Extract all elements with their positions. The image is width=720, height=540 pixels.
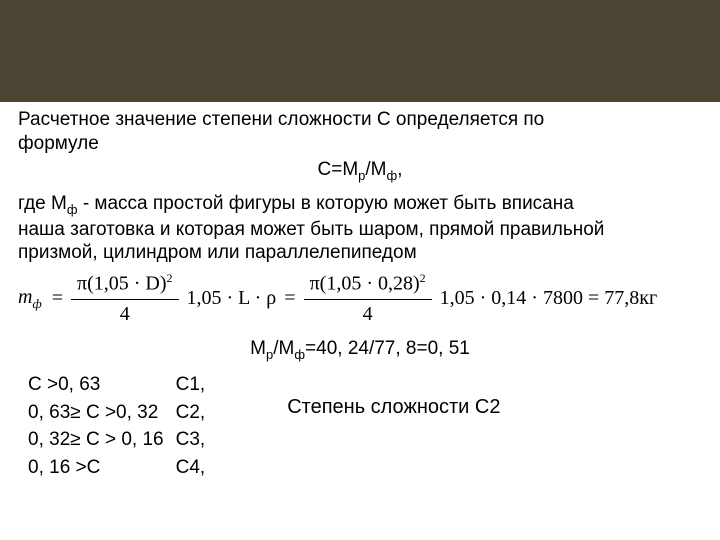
range-3a: 0, 32≥ C > 0, 16 <box>28 428 174 454</box>
mid1: 1,05 · L · ρ <box>183 286 281 311</box>
slide-content: Расчетное значение степени сложности С о… <box>0 102 720 484</box>
where-2: - масса простой фигуры в которую может б… <box>78 193 574 214</box>
eq-sign-2: = <box>280 286 299 311</box>
table-row: 0, 32≥ C > 0, 16 C3, <box>28 428 215 454</box>
eq-sign-1: = <box>48 286 67 311</box>
ratio-right: =40, 24/77, 8=0, 51 <box>305 338 470 359</box>
top-decorative-band <box>0 0 720 102</box>
mf-m: m <box>18 286 32 308</box>
fraction-1: π(1,05 · D)2 4 <box>71 271 179 327</box>
frac2-bar <box>304 299 432 300</box>
formula-c-plain: С=M <box>318 159 359 180</box>
ratio-sep: /M <box>273 338 294 359</box>
frac1-den: 4 <box>114 302 136 327</box>
range-3b: C3, <box>176 428 216 454</box>
where-paragraph: где Mф - масса простой фигуры в которую … <box>18 192 702 266</box>
where-sub: ф <box>67 201 78 216</box>
intro-paragraph: Расчетное значение степени сложности С о… <box>18 108 702 156</box>
formula-c-sub2: ф <box>387 167 398 182</box>
frac2-den: 4 <box>357 302 379 327</box>
mf-sub: ф <box>32 296 41 311</box>
range-4b: C4, <box>176 456 216 482</box>
frac1-num: π(1,05 · D)2 <box>71 271 179 297</box>
frac1-bar <box>71 299 179 300</box>
where-line3: призмой, цилиндром или параллелепипедом <box>18 242 417 263</box>
mid2: 1,05 · 0,14 · 7800 = 77,8кг <box>436 286 662 311</box>
formula-c: С=Mр/Mф, <box>18 158 702 184</box>
frac2-num: π(1,05 · 0,28)2 <box>304 271 432 297</box>
conclusion: Степень сложности С2 <box>217 371 500 420</box>
table-row: C >0, 63 C1, <box>28 373 215 399</box>
frac2-sup: 2 <box>420 271 426 285</box>
frac1-sup: 2 <box>167 271 173 285</box>
ratio-line: Mр/Mф=40, 24/77, 8=0, 51 <box>18 337 702 363</box>
range-2a: 0, 63≥ C >0, 32 <box>28 401 174 427</box>
ranges-table: C >0, 63 C1, 0, 63≥ C >0, 32 C2, 0, 32≥ … <box>18 371 217 484</box>
bottom-row: C >0, 63 C1, 0, 63≥ C >0, 32 C2, 0, 32≥ … <box>18 371 702 484</box>
mass-equation: mф = π(1,05 · D)2 4 1,05 · L · ρ = π(1,0… <box>18 271 702 327</box>
intro-line2: формуле <box>18 133 99 154</box>
range-1a: C >0, 63 <box>28 373 174 399</box>
range-1b: C1, <box>176 373 216 399</box>
frac2-num-text: π(1,05 · 0,28) <box>310 273 420 295</box>
table-row: 0, 16 >C C4, <box>28 456 215 482</box>
where-1: где M <box>18 193 67 214</box>
range-2b: C2, <box>176 401 216 427</box>
fraction-2: π(1,05 · 0,28)2 4 <box>304 271 432 327</box>
intro-line1: Расчетное значение степени сложности С о… <box>18 109 544 130</box>
slide-page: Расчетное значение степени сложности С о… <box>0 0 720 540</box>
table-row: 0, 63≥ C >0, 32 C2, <box>28 401 215 427</box>
mf-lhs: mф <box>18 285 48 312</box>
ratio-left: M <box>250 338 266 359</box>
ratio-sub2: ф <box>294 347 305 362</box>
formula-c-sep: /M <box>365 159 386 180</box>
range-4a: 0, 16 >C <box>28 456 174 482</box>
where-line2: наша заготовка и которая может быть шаро… <box>18 219 604 240</box>
frac1-num-text: π(1,05 · D) <box>77 273 167 295</box>
formula-c-tail: , <box>397 159 402 180</box>
